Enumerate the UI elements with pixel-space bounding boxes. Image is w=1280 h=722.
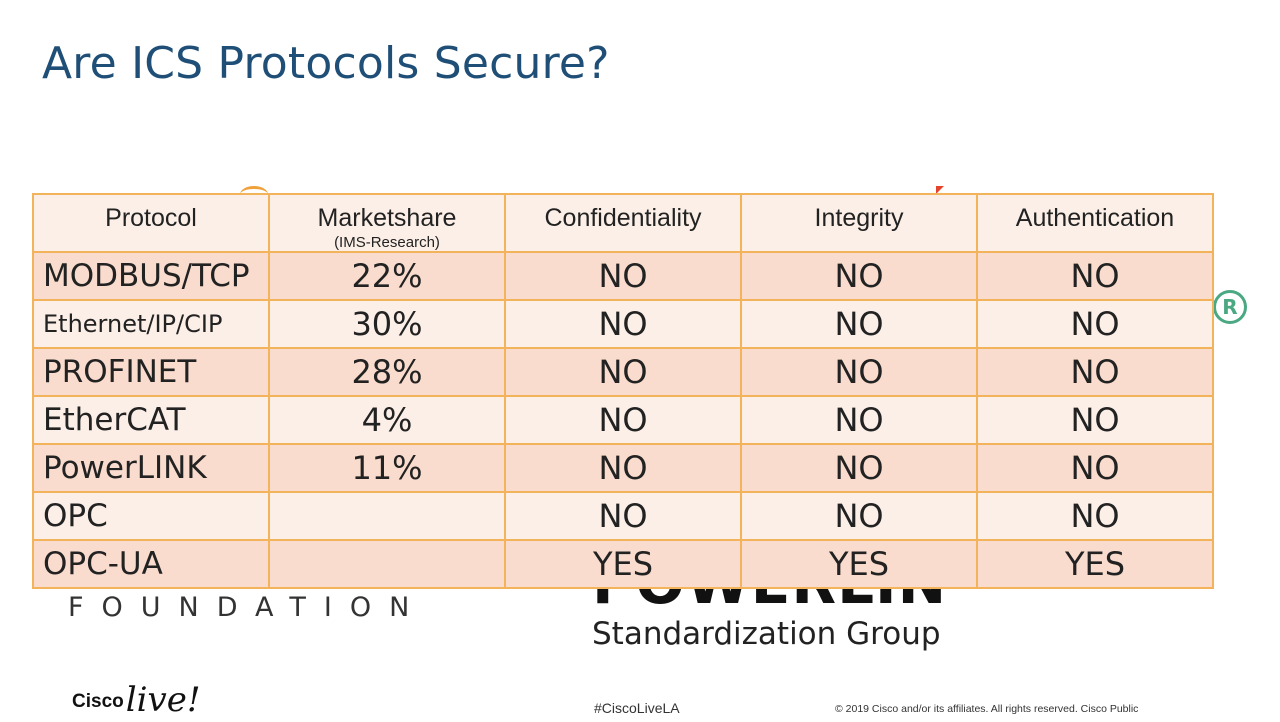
cell-confidentiality: YES bbox=[504, 539, 742, 589]
cell-authentication: NO bbox=[976, 299, 1214, 349]
table-row: PowerLINK 11% NO NO NO bbox=[32, 443, 1214, 493]
header-marketshare-label: Marketshare bbox=[317, 204, 457, 232]
foundation-logo-text: FOUNDATION bbox=[68, 592, 428, 623]
cell-marketshare: 4% bbox=[268, 395, 506, 445]
table-header-row: Protocol Marketshare (IMS-Research) Conf… bbox=[32, 193, 1214, 253]
cell-protocol: OPC bbox=[32, 491, 270, 541]
powerlink-group-text: Standardization Group bbox=[592, 616, 941, 652]
cell-authentication: NO bbox=[976, 395, 1214, 445]
cell-marketshare bbox=[268, 491, 506, 541]
cisco-logo-text: Cisco bbox=[72, 691, 124, 712]
cell-authentication: NO bbox=[976, 491, 1214, 541]
cell-protocol: Ethernet/IP/CIP bbox=[32, 299, 270, 349]
registered-mark-icon: R bbox=[1213, 290, 1247, 324]
cell-authentication: NO bbox=[976, 443, 1214, 493]
cell-protocol: MODBUS/TCP bbox=[32, 251, 270, 301]
cell-protocol: PROFINET bbox=[32, 347, 270, 397]
table-row: Ethernet/IP/CIP 30% NO NO NO bbox=[32, 299, 1214, 349]
cell-integrity: NO bbox=[740, 299, 978, 349]
header-protocol: Protocol bbox=[32, 193, 270, 253]
cell-authentication: YES bbox=[976, 539, 1214, 589]
cell-marketshare: 28% bbox=[268, 347, 506, 397]
cell-confidentiality: NO bbox=[504, 443, 742, 493]
event-hashtag: #CiscoLiveLA bbox=[594, 700, 680, 716]
cell-integrity: NO bbox=[740, 347, 978, 397]
table-row: OPC NO NO NO bbox=[32, 491, 1214, 541]
cell-protocol: OPC-UA bbox=[32, 539, 270, 589]
header-integrity: Integrity bbox=[740, 193, 978, 253]
cell-integrity: NO bbox=[740, 395, 978, 445]
cell-confidentiality: NO bbox=[504, 251, 742, 301]
cell-marketshare: 22% bbox=[268, 251, 506, 301]
cell-authentication: NO bbox=[976, 251, 1214, 301]
powerlink-logo-partial: POWERLINK bbox=[592, 589, 942, 613]
background-logo-arc bbox=[240, 186, 268, 203]
table-row: OPC-UA YES YES YES bbox=[32, 539, 1214, 589]
cell-integrity: YES bbox=[740, 539, 978, 589]
header-confidentiality: Confidentiality bbox=[504, 193, 742, 253]
slide-title: Are ICS Protocols Secure? bbox=[42, 38, 610, 89]
table-row: EtherCAT 4% NO NO NO bbox=[32, 395, 1214, 445]
cell-integrity: NO bbox=[740, 443, 978, 493]
cell-confidentiality: NO bbox=[504, 347, 742, 397]
cisco-live-logo: Ciscolive! bbox=[72, 676, 201, 720]
table-row: PROFINET 28% NO NO NO bbox=[32, 347, 1214, 397]
cell-marketshare bbox=[268, 539, 506, 589]
cell-integrity: NO bbox=[740, 251, 978, 301]
cell-integrity: NO bbox=[740, 491, 978, 541]
live-logo-text: live! bbox=[125, 680, 201, 720]
cell-marketshare: 11% bbox=[268, 443, 506, 493]
protocol-security-table: Protocol Marketshare (IMS-Research) Conf… bbox=[32, 193, 1214, 589]
background-logo-arrow bbox=[936, 186, 944, 194]
cell-protocol: PowerLINK bbox=[32, 443, 270, 493]
header-marketshare-note: (IMS-Research) bbox=[334, 234, 440, 251]
cell-marketshare: 30% bbox=[268, 299, 506, 349]
cell-confidentiality: NO bbox=[504, 299, 742, 349]
cell-confidentiality: NO bbox=[504, 395, 742, 445]
header-authentication: Authentication bbox=[976, 193, 1214, 253]
cell-authentication: NO bbox=[976, 347, 1214, 397]
cell-protocol: EtherCAT bbox=[32, 395, 270, 445]
copyright-notice: © 2019 Cisco and/or its affiliates. All … bbox=[835, 703, 1139, 715]
table-row: MODBUS/TCP 22% NO NO NO bbox=[32, 251, 1214, 301]
powerlink-logo-letters: POWERLINK bbox=[592, 589, 942, 613]
cell-confidentiality: NO bbox=[504, 491, 742, 541]
header-marketshare: Marketshare (IMS-Research) bbox=[268, 193, 506, 253]
